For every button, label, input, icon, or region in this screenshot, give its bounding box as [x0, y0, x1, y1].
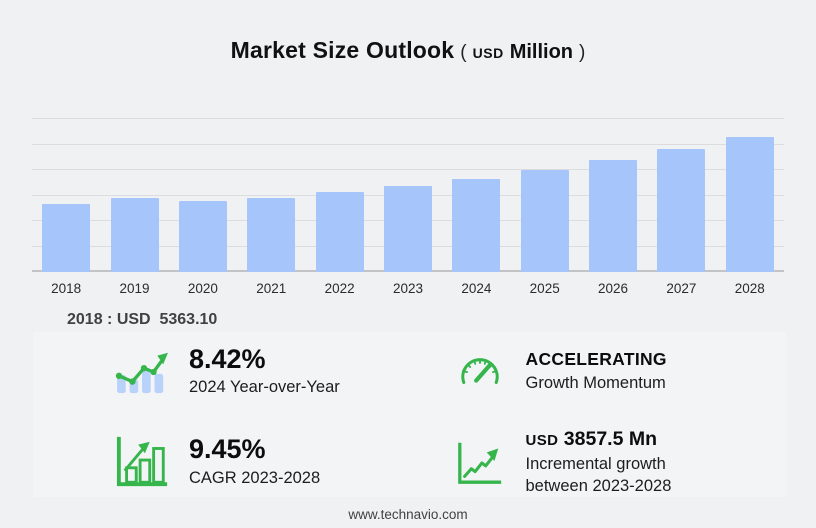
yoy-value: 8.42% — [189, 343, 266, 374]
gridline — [32, 169, 784, 170]
bar-cell — [237, 119, 305, 272]
bar-2028 — [725, 136, 774, 272]
bar-cell — [511, 119, 579, 272]
website-link[interactable]: www.technavio.com — [348, 507, 468, 522]
title-paren-open: ( — [460, 42, 467, 63]
base-year-annotation: 2018 : USD 5363.10 — [67, 311, 218, 328]
x-axis-label-2022: 2022 — [324, 281, 355, 296]
stat-cagr: 9.45% CAGR 2023-2028 — [33, 428, 410, 497]
x-axis-label-2027: 2027 — [666, 281, 697, 296]
x-axis-label-2020: 2020 — [187, 281, 218, 296]
bar-chart — [32, 118, 784, 272]
bar-2027 — [657, 148, 706, 272]
title-currency: USD — [472, 45, 504, 61]
bar-2022 — [315, 191, 364, 272]
incremental-currency: USD — [525, 431, 559, 449]
bar-cell — [442, 119, 510, 272]
bar-2026 — [589, 159, 638, 272]
stats-panel: 8.42% 2024 Year-over-Year ACCELERATING G… — [33, 332, 786, 497]
bar-2025 — [520, 169, 569, 272]
x-axis-label-2023: 2023 — [392, 281, 423, 296]
bar-2019 — [110, 197, 159, 272]
stats-grid: 8.42% 2024 Year-over-Year ACCELERATING G… — [33, 332, 786, 497]
line-chart-up-icon — [450, 436, 510, 488]
speedometer-icon — [450, 351, 510, 393]
x-axis-label-2024: 2024 — [461, 281, 492, 296]
stat-yoy: 8.42% 2024 Year-over-Year — [33, 332, 410, 412]
yoy-label: 2024 Year-over-Year — [189, 378, 340, 397]
bar-cell — [579, 119, 647, 272]
title-text: Market Size Outlook — [230, 37, 455, 63]
x-axis-label-2019: 2019 — [119, 281, 150, 296]
x-axis-label-2025: 2025 — [529, 281, 560, 296]
bar-2020 — [178, 201, 227, 272]
x-axis-labels: 2018 2019 2020 2021 2022 2023 2024 2025 2026 2027… — [32, 281, 784, 296]
bar-series — [32, 119, 784, 272]
incremental-amount: 3857.5 Mn — [563, 427, 658, 450]
bar-2021 — [247, 197, 296, 272]
bar-cell — [716, 119, 784, 272]
bar-cell — [305, 119, 373, 272]
stat-momentum-text: ACCELERATING Growth Momentum — [526, 349, 667, 394]
x-axis-label-2021: 2021 — [256, 281, 287, 296]
cagr-value: 9.45% — [189, 434, 266, 465]
bar-cell — [32, 119, 100, 272]
incremental-label-line1: Incremental growth — [525, 455, 666, 474]
x-axis-label-2018: 2018 — [51, 281, 82, 296]
stat-momentum: ACCELERATING Growth Momentum — [410, 332, 787, 412]
stat-incremental: USD 3857.5 Mn Incremental growth between… — [410, 428, 787, 497]
incremental-label-line2: between 2023-2028 — [525, 476, 672, 495]
title-paren-close: ) — [579, 42, 586, 63]
chart-title: Market Size Outlook ( USD Million ) — [0, 37, 816, 64]
bar-2018 — [42, 203, 91, 272]
gridline — [32, 118, 784, 119]
bar-cell — [647, 119, 715, 272]
cagr-label: CAGR 2023-2028 — [189, 468, 321, 487]
stat-incremental-text: USD 3857.5 Mn Incremental growth between… — [526, 428, 672, 497]
x-axis-label-2028: 2028 — [734, 281, 765, 296]
bar-cell — [100, 119, 168, 272]
incremental-value: USD 3857.5 Mn — [526, 428, 672, 451]
bar-growth-outline-icon — [113, 435, 173, 489]
bar-2023 — [383, 185, 432, 272]
stat-cagr-text: 9.45% CAGR 2023-2028 — [189, 435, 320, 489]
stat-yoy-text: 8.42% 2024 Year-over-Year — [189, 343, 340, 399]
bar-cell — [169, 119, 237, 272]
gridline — [32, 143, 784, 145]
x-axis-label-2026: 2026 — [598, 281, 629, 296]
momentum-value: ACCELERATING — [525, 349, 667, 370]
bar-chart-trend-icon — [113, 348, 173, 396]
momentum-label: Growth Momentum — [525, 374, 666, 393]
title-unit: Million — [509, 41, 574, 63]
bar-cell — [374, 119, 442, 272]
bar-2024 — [452, 178, 501, 272]
